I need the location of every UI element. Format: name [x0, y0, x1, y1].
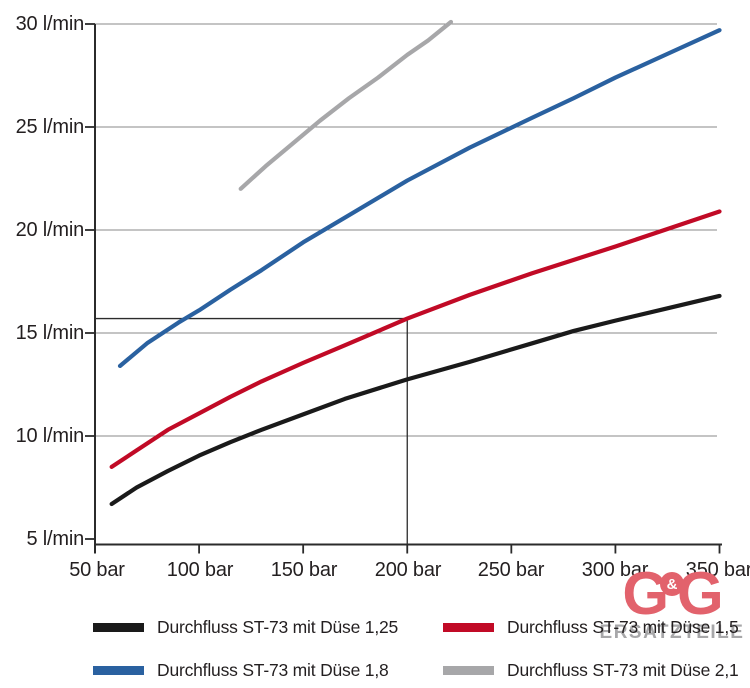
- legend-label-duese-2-1: Durchfluss ST-73 mit Düse 2,1: [507, 660, 739, 680]
- curve-series-0: [109, 293, 722, 507]
- y-tick-label-10: 10 l/min: [15, 425, 85, 447]
- ampersand-glyph: &: [666, 575, 678, 593]
- legend-swatch-duese-1-5: [443, 623, 494, 632]
- x-tick-label-150bar: 150 bar: [270, 559, 338, 581]
- legend-item-duese-1-25: Durchfluss ST-73 mit Düse 1,25: [93, 617, 443, 638]
- x-tick-label-50bar: 50 bar: [69, 559, 125, 581]
- legend-swatch-duese-1-8: [93, 666, 144, 675]
- x-tick-label-100bar: 100 bar: [166, 559, 234, 581]
- y-tick-label-20: 20 l/min: [15, 219, 85, 241]
- y-tick-label-25: 25 l/min: [15, 116, 85, 138]
- y-tick-label-15: 15 l/min: [15, 322, 85, 344]
- legend-swatch-duese-2-1: [443, 666, 494, 675]
- curve-series-3: [238, 19, 454, 191]
- gg-logo-letters: G & G: [594, 560, 750, 627]
- legend-item-duese-1-8: Durchfluss ST-73 mit Düse 1,8: [93, 660, 443, 681]
- curve-series-2: [117, 28, 722, 369]
- legend-label-duese-1-25: Durchfluss ST-73 mit Düse 1,25: [157, 617, 399, 637]
- legend-swatch-duese-1-25: [93, 623, 144, 632]
- legend-item-duese-2-1: Durchfluss ST-73 mit Düse 2,1: [443, 660, 741, 681]
- x-tick-label-200bar: 200 bar: [374, 559, 442, 581]
- ampersand-badge-icon: &: [660, 572, 684, 596]
- x-tick-label-250bar: 250 bar: [477, 559, 545, 581]
- curve-series-1: [109, 209, 722, 469]
- legend-label-duese-1-5: Durchfluss ST-73 mit Düse 1,5: [507, 617, 739, 637]
- x-tick-label-350bar: 350 bar: [685, 559, 750, 581]
- legend-item-duese-1-5: Durchfluss ST-73 mit Düse 1,5: [443, 617, 741, 638]
- logo-letter-g-left: G: [622, 560, 669, 627]
- x-tick-label-300bar: 300 bar: [581, 559, 649, 581]
- chart-legend: Durchfluss ST-73 mit Düse 1,25 Durchflus…: [93, 606, 741, 688]
- y-tick-label-30: 30 l/min: [15, 13, 85, 35]
- logo-subtitle: ERSATZTEILE: [599, 622, 745, 643]
- y-tick-label-5: 5 l/min: [26, 528, 84, 550]
- gg-logo: G & G ERSATZTEILE: [594, 560, 750, 644]
- logo-letter-g-right: G: [677, 560, 724, 627]
- legend-label-duese-1-8: Durchfluss ST-73 mit Düse 1,8: [157, 660, 389, 680]
